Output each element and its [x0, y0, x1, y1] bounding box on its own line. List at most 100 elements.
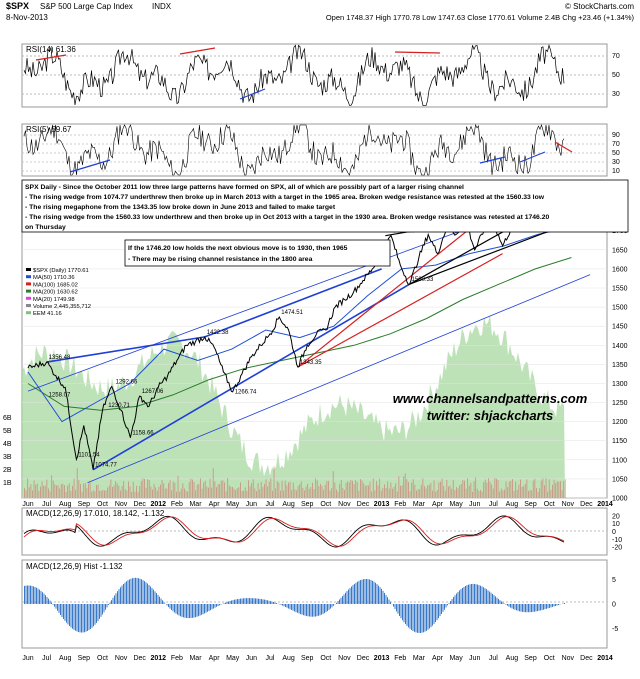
x-tick-label: Nov	[115, 655, 128, 662]
rsi5-arrow-blue-2	[479, 156, 506, 164]
x-tick-label: Jun	[22, 655, 33, 662]
x-tick-label: Nov	[562, 655, 575, 662]
x-tick-label: Apr	[432, 655, 444, 662]
rsi14-panel: RSI(14) 61.36 70 50 30	[21, 43, 620, 108]
x-tick-label: Aug	[506, 501, 519, 508]
price-tick-label: 1150	[612, 438, 627, 445]
x-tick-label: Dec	[357, 501, 370, 508]
main-note-line-5: on Thursday	[25, 224, 66, 231]
x-tick-label: Feb	[394, 655, 406, 662]
x-tick-label: Jun	[246, 655, 257, 662]
macd-tick-label: -10	[612, 537, 622, 544]
main-note-line-4: - The rising wedge from the 1560.33 low …	[25, 214, 550, 221]
x-tick-label: Jun	[22, 501, 33, 508]
x-tick-label: Nov	[562, 501, 575, 508]
price-tick-label: 1050	[612, 476, 628, 483]
x-tick-label: Jul	[266, 501, 275, 508]
x-tick-label: Nov	[338, 501, 351, 508]
x-tick-label: Sep	[524, 655, 537, 662]
x-tick-label: Oct	[320, 501, 331, 508]
price-tick-label: 1250	[612, 400, 628, 407]
watermark-line-1: www.channelsandpatterns.com	[393, 391, 588, 406]
price-tick-label: 1000	[612, 496, 628, 503]
rsi14-line	[23, 44, 565, 107]
x-tick-label: 2012	[151, 655, 167, 662]
x-tick-label: Aug	[59, 501, 72, 508]
x-tick-label: Sep	[524, 501, 537, 508]
price-annotation: 1422.38	[207, 330, 229, 336]
wedge-resistance-line-2	[204, 268, 382, 338]
price-legend-entry: MA(100) 1685.02	[33, 282, 78, 288]
rsi5-line	[23, 124, 565, 176]
wedge-resistance-line-1	[46, 336, 205, 363]
macd-tick-label: 0	[612, 529, 616, 536]
x-tick-label: Sep	[78, 501, 91, 508]
rsi5-tick-30: 30	[612, 159, 620, 166]
x-tick-label: Mar	[413, 501, 426, 508]
x-tick-label: Oct	[544, 655, 555, 662]
macd-tick-label: 20	[612, 513, 620, 520]
x-tick-label: Jul	[42, 501, 51, 508]
x-tick-label: Apr	[209, 655, 221, 662]
volume-tick-label: 4B	[3, 441, 12, 448]
price-annotation: 1267.06	[142, 389, 164, 395]
macd-line	[23, 515, 565, 548]
price-annotation: 1560.33	[412, 277, 434, 283]
eem-area	[22, 314, 565, 498]
x-tick-label: Oct	[97, 501, 108, 508]
x-tick-label: Dec	[580, 655, 593, 662]
rsi5-tick-90: 90	[612, 132, 620, 139]
price-tick-label: 1200	[612, 419, 628, 426]
price-legend-entry: $SPX (Daily) 1770.61	[33, 268, 89, 274]
volume-tick-label: 3B	[3, 454, 12, 461]
x-tick-label: Sep	[301, 501, 314, 508]
x-tick-label: Mar	[413, 655, 426, 662]
rsi14-tick-70: 70	[612, 53, 620, 60]
price-tick-label: 1650	[612, 247, 628, 254]
watermark: www.channelsandpatterns.com twitter: shj…	[393, 391, 588, 423]
hist-tick-label: -5	[612, 626, 618, 633]
main-note-line-2: - The rising wedge from 1074.77 underthr…	[25, 194, 545, 201]
price-legend-entry: MA(20) 1749.98	[33, 297, 75, 303]
main-note-line-1: SPX Daily - Since the October 2011 low t…	[25, 184, 464, 191]
volume-tick-label: 5B	[3, 428, 12, 435]
x-tick-label: May	[449, 501, 463, 508]
megaphone-lower-line	[297, 253, 503, 368]
rsi5-tick-70: 70	[612, 141, 620, 148]
x-tick-label: Sep	[301, 655, 314, 662]
price-tick-label: 1350	[612, 362, 628, 369]
price-legend-entry: EEM 41.16	[33, 311, 62, 317]
x-tick-label: Dec	[357, 655, 370, 662]
rsi14-tick-50: 50	[612, 72, 620, 79]
rsi14-arrow-red-1	[35, 54, 67, 61]
x-tick-label: Jun	[246, 501, 257, 508]
x-tick-label: Feb	[171, 501, 183, 508]
price-annotation: 1230.71	[108, 403, 130, 409]
header-quote: Open 1748.37 High 1770.78 Low 1747.63 Cl…	[326, 13, 635, 22]
price-annotation: 1074.77	[95, 463, 117, 469]
price-tick-label: 1500	[612, 305, 628, 312]
main-note-line-3: - The rising megaphone from the 1343.35 …	[25, 204, 336, 211]
x-tick-label: Feb	[171, 655, 183, 662]
x-tick-label: Mar	[189, 655, 202, 662]
header-symbol: $SPX	[6, 1, 29, 11]
x-tick-label: Jul	[489, 655, 498, 662]
price-x-axis: Jun Jul Aug Sep Oct Nov Dec 2012 Feb Mar Apr May Jun…	[22, 501, 613, 508]
x-tick-label: Nov	[338, 655, 351, 662]
x-tick-label: 2013	[374, 501, 390, 508]
macd-tick-label: -20	[612, 545, 622, 552]
x-tick-label: Aug	[506, 655, 519, 662]
rsi5-panel: RSI(5) 59.67 90 70 50 30 10	[21, 123, 620, 177]
rsi5-arrow-blue-3	[519, 151, 546, 163]
x-tick-label: Oct	[97, 655, 108, 662]
secondary-notes: If the 1746.20 low holds the next obviou…	[124, 239, 391, 267]
hist-tick-label: 5	[612, 577, 616, 584]
x-tick-label: Nov	[115, 501, 128, 508]
macd-hist-panel: MACD(12,26,9) Hist -1.132 -5 0 5	[21, 559, 618, 649]
watermark-line-2: twitter: shjackcharts	[427, 408, 553, 423]
price-annotation: 1101.54	[78, 452, 100, 458]
header-date: 8-Nov-2013	[6, 13, 48, 22]
x-tick-label: Oct	[544, 501, 555, 508]
megaphone-upper-line	[297, 209, 494, 368]
secondary-note-line-1: If the 1746.20 low holds the next obviou…	[128, 245, 348, 252]
